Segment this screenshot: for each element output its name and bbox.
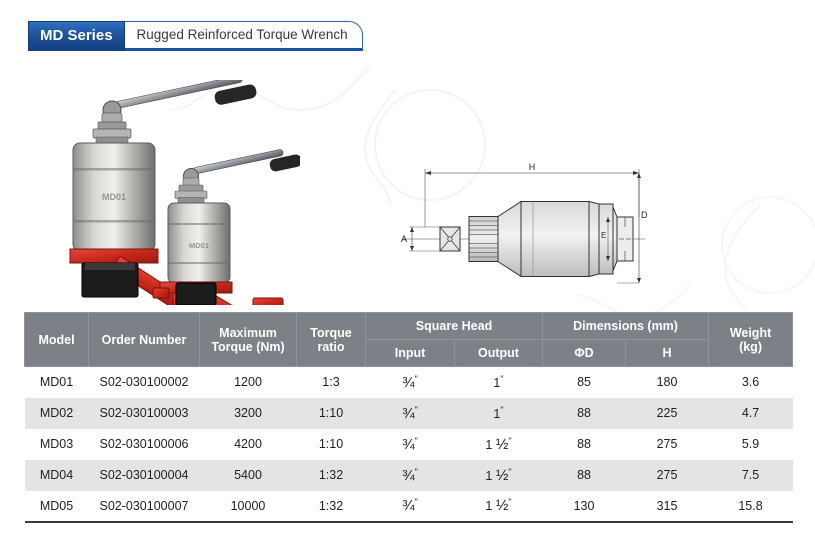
svg-text:MD01: MD01: [102, 192, 126, 202]
svg-text:A: A: [401, 234, 407, 244]
svg-text:MD01: MD01: [189, 241, 209, 250]
svg-text:H: H: [529, 162, 536, 172]
